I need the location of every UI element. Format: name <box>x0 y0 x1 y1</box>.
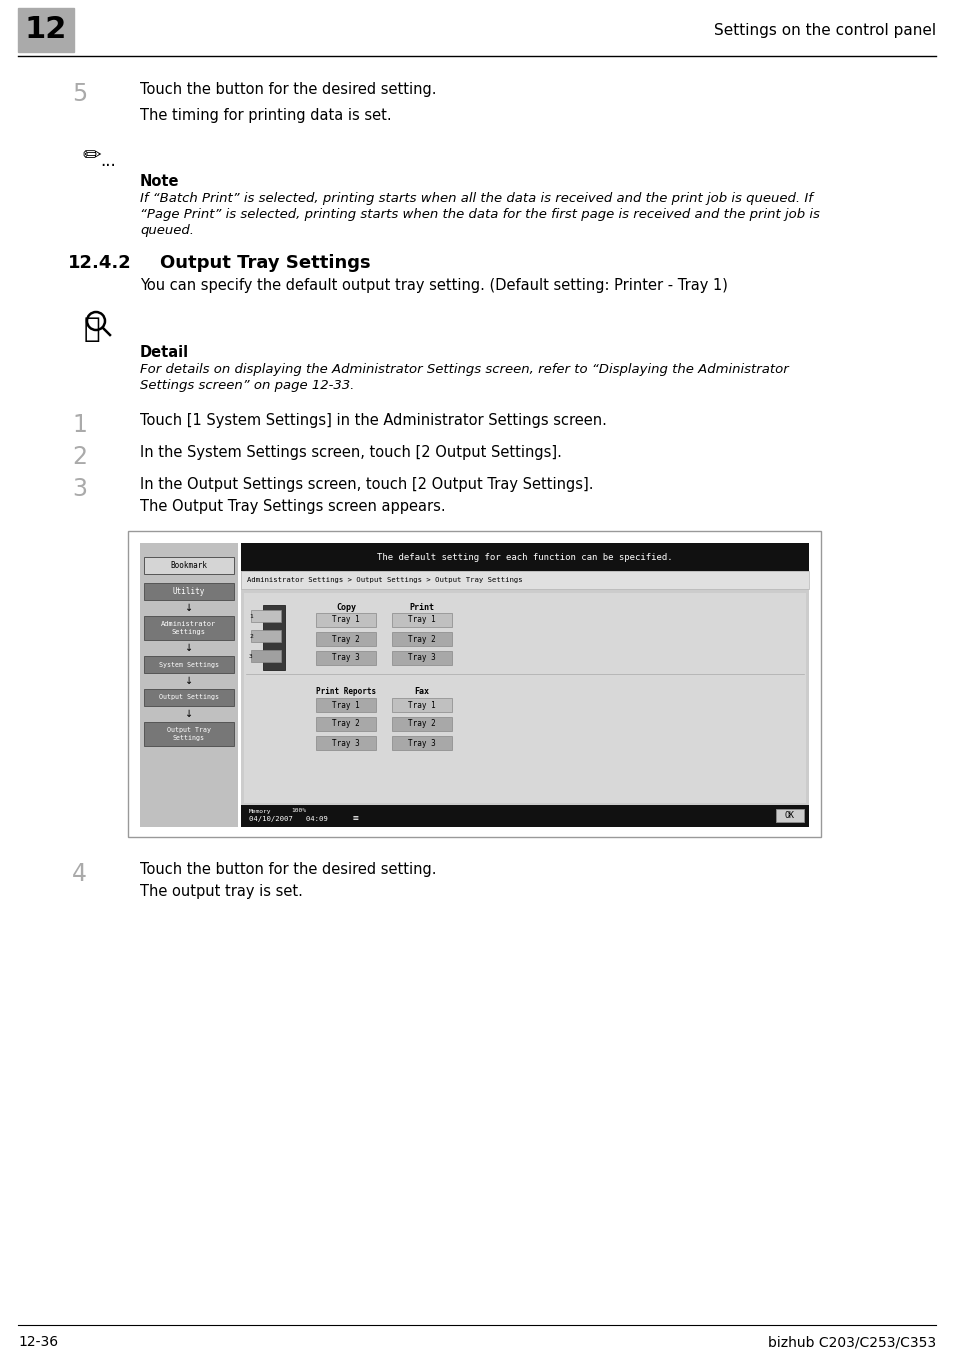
Text: Copy: Copy <box>335 603 355 612</box>
Text: ✏: ✏ <box>82 146 100 166</box>
Text: “Page Print” is selected, printing starts when the data for the first page is re: “Page Print” is selected, printing start… <box>140 208 819 222</box>
Text: 3: 3 <box>249 654 253 658</box>
Text: For details on displaying the Administrator Settings screen, refer to “Displayin: For details on displaying the Administra… <box>140 363 788 376</box>
Text: Memory: Memory <box>249 808 272 813</box>
Text: Touch the button for the desired setting.: Touch the button for the desired setting… <box>140 82 436 97</box>
Text: ...: ... <box>100 153 115 170</box>
Bar <box>144 616 233 640</box>
Text: Tray 3: Tray 3 <box>332 739 359 747</box>
Text: 12.4.2: 12.4.2 <box>68 254 132 272</box>
Text: Tray 3: Tray 3 <box>408 739 436 747</box>
Text: Touch [1 System Settings] in the Administrator Settings screen.: Touch [1 System Settings] in the Adminis… <box>140 413 606 428</box>
Text: ↓: ↓ <box>185 676 193 686</box>
Text: Fax: Fax <box>414 688 429 697</box>
Bar <box>144 721 233 746</box>
Text: Detail: Detail <box>140 345 189 359</box>
Text: Output Tray
Settings: Output Tray Settings <box>167 727 211 740</box>
Bar <box>315 613 375 627</box>
Bar <box>241 571 808 589</box>
Bar <box>392 651 452 665</box>
Text: Output Tray Settings: Output Tray Settings <box>160 254 370 272</box>
Bar <box>144 557 233 574</box>
Text: 1: 1 <box>71 413 87 436</box>
Bar <box>241 543 808 827</box>
Text: 2: 2 <box>71 444 87 469</box>
Text: Tray 2: Tray 2 <box>408 720 436 728</box>
Text: Print Reports: Print Reports <box>315 688 375 697</box>
Text: Settings screen” on page 12-33.: Settings screen” on page 12-33. <box>140 380 354 392</box>
Bar <box>144 584 233 600</box>
Text: Tray 3: Tray 3 <box>332 654 359 662</box>
Bar <box>263 605 285 670</box>
Text: 1: 1 <box>249 613 253 619</box>
Text: The timing for printing data is set.: The timing for printing data is set. <box>140 108 392 123</box>
Text: ↓: ↓ <box>185 603 193 613</box>
Bar <box>392 736 452 750</box>
Text: Tray 1: Tray 1 <box>332 616 359 624</box>
Text: Utility: Utility <box>172 586 205 596</box>
Text: ⌕: ⌕ <box>84 315 100 343</box>
Text: ↓: ↓ <box>185 643 193 653</box>
Text: Administrator Settings > Output Settings > Output Tray Settings: Administrator Settings > Output Settings… <box>247 577 522 584</box>
Bar <box>128 531 821 838</box>
Text: 12-36: 12-36 <box>18 1335 58 1350</box>
Bar <box>315 632 375 646</box>
Bar <box>140 543 237 827</box>
Text: Output Settings: Output Settings <box>159 694 219 701</box>
Bar <box>251 630 281 642</box>
Bar <box>144 689 233 707</box>
Text: ≡: ≡ <box>353 813 358 823</box>
Text: bizhub C203/C253/C353: bizhub C203/C253/C353 <box>767 1335 935 1350</box>
Text: Note: Note <box>140 174 179 189</box>
Text: 5: 5 <box>71 82 87 105</box>
Text: Tray 1: Tray 1 <box>408 616 436 624</box>
Bar <box>392 717 452 731</box>
Text: 4: 4 <box>71 862 87 886</box>
Bar <box>775 809 803 821</box>
Text: 3: 3 <box>71 477 87 501</box>
Bar <box>315 736 375 750</box>
Text: In the Output Settings screen, touch [2 Output Tray Settings].: In the Output Settings screen, touch [2 … <box>140 477 593 492</box>
Text: Settings on the control panel: Settings on the control panel <box>713 23 935 38</box>
Bar <box>241 805 808 827</box>
Bar <box>251 650 281 662</box>
Text: In the System Settings screen, touch [2 Output Settings].: In the System Settings screen, touch [2 … <box>140 444 561 459</box>
Text: queued.: queued. <box>140 224 193 236</box>
Text: If “Batch Print” is selected, printing starts when all the data is received and : If “Batch Print” is selected, printing s… <box>140 192 812 205</box>
Text: Touch the button for the desired setting.: Touch the button for the desired setting… <box>140 862 436 877</box>
Text: Tray 3: Tray 3 <box>408 654 436 662</box>
Bar <box>241 571 808 805</box>
Text: ↓: ↓ <box>185 709 193 719</box>
Bar <box>392 698 452 712</box>
Text: Tray 2: Tray 2 <box>332 635 359 643</box>
Bar <box>315 717 375 731</box>
Bar <box>144 657 233 673</box>
Text: 04/10/2007   04:09: 04/10/2007 04:09 <box>249 816 328 821</box>
Text: 100%: 100% <box>291 808 306 813</box>
Text: Administrator
Settings: Administrator Settings <box>161 621 216 635</box>
Text: 12: 12 <box>25 15 67 45</box>
Bar <box>244 593 805 802</box>
Bar <box>392 632 452 646</box>
Bar <box>315 698 375 712</box>
Text: OK: OK <box>784 811 794 820</box>
Text: You can specify the default output tray setting. (Default setting: Printer - Tra: You can specify the default output tray … <box>140 278 727 293</box>
Text: The Output Tray Settings screen appears.: The Output Tray Settings screen appears. <box>140 499 445 513</box>
Text: System Settings: System Settings <box>159 662 219 667</box>
Text: Print: Print <box>409 603 434 612</box>
Text: 2: 2 <box>249 634 253 639</box>
Text: The output tray is set.: The output tray is set. <box>140 884 302 898</box>
Text: Bookmark: Bookmark <box>171 561 208 570</box>
Bar <box>251 611 281 621</box>
Text: Tray 2: Tray 2 <box>408 635 436 643</box>
Bar <box>315 651 375 665</box>
Text: Tray 2: Tray 2 <box>332 720 359 728</box>
Text: Tray 1: Tray 1 <box>408 701 436 709</box>
Text: The default setting for each function can be specified.: The default setting for each function ca… <box>376 553 672 562</box>
Bar <box>241 543 808 571</box>
Bar <box>18 8 74 51</box>
Bar <box>392 613 452 627</box>
Text: Tray 1: Tray 1 <box>332 701 359 709</box>
